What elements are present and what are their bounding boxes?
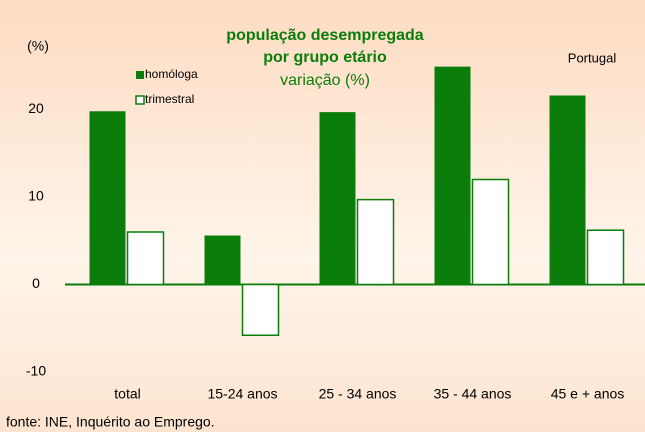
bar xyxy=(471,178,510,286)
x-tick-label: total xyxy=(114,386,140,402)
bar xyxy=(204,235,241,285)
chart-title: por grupo etário xyxy=(263,49,387,66)
legend-label: trimestral xyxy=(145,92,194,106)
y-axis-label: (%) xyxy=(27,38,49,54)
bar xyxy=(586,229,625,286)
chart-title: população desempregada xyxy=(226,27,423,44)
chart-subtitle: variação (%) xyxy=(280,72,370,89)
y-tick-label: -10 xyxy=(26,363,46,379)
y-tick-label: 10 xyxy=(28,188,44,204)
bar xyxy=(549,95,586,285)
legend-swatch xyxy=(135,95,145,105)
bar xyxy=(126,231,165,286)
x-tick-label: 15-24 anos xyxy=(207,386,277,402)
x-tick-label: 35 - 44 anos xyxy=(434,386,512,402)
source: fonte: INE, Inquérito ao Emprego. xyxy=(6,414,215,430)
y-tick-label: 20 xyxy=(28,100,44,116)
bar xyxy=(434,66,471,285)
annotation: Portugal xyxy=(568,50,617,65)
x-tick-label: 45 e + anos xyxy=(551,386,625,402)
y-tick-label: 0 xyxy=(32,275,40,291)
legend-swatch xyxy=(136,71,144,79)
bar xyxy=(319,112,356,285)
legend-label: homóloga xyxy=(145,67,198,81)
bar xyxy=(89,111,126,285)
x-tick-label: 25 - 34 anos xyxy=(319,386,397,402)
bar xyxy=(241,283,280,336)
bar xyxy=(356,198,395,286)
